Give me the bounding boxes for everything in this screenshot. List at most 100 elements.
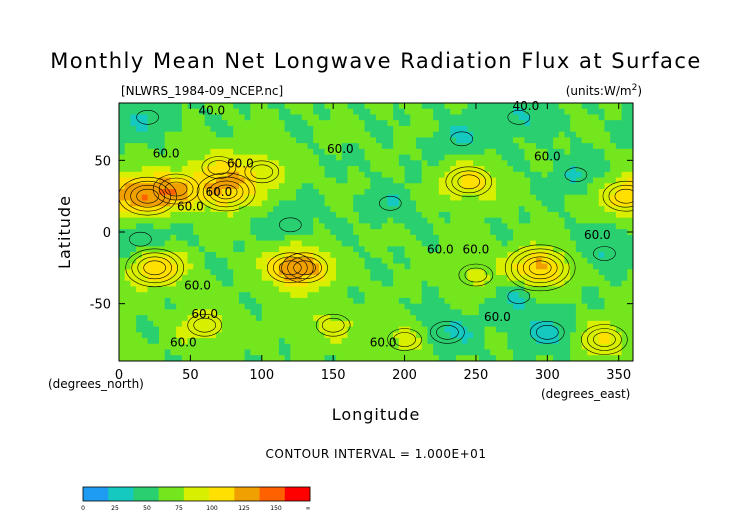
heatmap-cell [518, 297, 526, 305]
heatmap-cell [198, 189, 206, 196]
heatmap-cell [318, 332, 326, 339]
heatmap-cell [244, 280, 251, 288]
heatmap-cell [296, 309, 303, 316]
heatmap-cell [427, 189, 434, 196]
heatmap-cell [570, 269, 577, 276]
contour-label: 60.0 [184, 278, 211, 292]
heatmap-cell [318, 114, 326, 121]
heatmap-cell [593, 320, 600, 328]
heatmap-cell [330, 217, 337, 224]
heatmap-cell [147, 114, 154, 121]
heatmap-cell [353, 315, 360, 322]
heatmap-cell [358, 183, 366, 190]
heatmap-cell [398, 320, 406, 328]
heatmap-cell [176, 286, 183, 293]
heatmap-cell [581, 349, 588, 356]
heatmap-cell [341, 252, 349, 259]
heatmap-cell [119, 200, 126, 207]
heatmap-cell [273, 183, 280, 190]
heatmap-cell [615, 166, 623, 173]
heatmap-cell [364, 343, 371, 351]
heatmap-cell [250, 148, 257, 156]
heatmap-cell [301, 338, 309, 345]
heatmap-cell [433, 280, 440, 288]
heatmap-cell [490, 309, 497, 316]
heatmap-cell [404, 246, 411, 253]
heatmap-cell [250, 355, 257, 361]
heatmap-cell [153, 309, 160, 316]
heatmap-cell [410, 154, 417, 161]
heatmap-cell [535, 234, 543, 242]
heatmap-cell [495, 131, 503, 138]
contour-line [201, 156, 237, 179]
heatmap-cell [438, 189, 446, 196]
heatmap-cell [530, 114, 537, 121]
heatmap-cell [170, 343, 177, 351]
heatmap-cell [267, 160, 274, 167]
heatmap-cell [290, 269, 297, 276]
heatmap-cell [501, 194, 508, 202]
heatmap-cell [261, 309, 269, 316]
heatmap-cell [570, 326, 577, 333]
heatmap-cell [467, 194, 474, 202]
heatmap-cell [478, 240, 486, 247]
heatmap-cell [507, 103, 514, 110]
heatmap-cell [433, 223, 440, 230]
heatmap-cell [284, 315, 291, 322]
heatmap-cell [530, 217, 537, 224]
heatmap-cell [256, 166, 263, 173]
heatmap-cell [473, 320, 480, 328]
contour-line [207, 160, 231, 175]
heatmap-cell [147, 286, 154, 293]
heatmap-cell [347, 355, 354, 361]
heatmap-cell [290, 315, 297, 322]
contour-line [278, 260, 302, 276]
heatmap-cell [433, 154, 440, 161]
heatmap-cell [387, 269, 394, 276]
heatmap-cell [421, 303, 428, 310]
heatmap-cell [341, 160, 349, 167]
heatmap-cell [336, 223, 343, 230]
heatmap-cell [130, 315, 137, 322]
heatmap-cell [467, 148, 474, 156]
heatmap-cell [216, 303, 223, 310]
heatmap-cell [158, 217, 166, 224]
heatmap-cell [353, 189, 360, 196]
heatmap-cell [587, 120, 594, 127]
heatmap-cell [433, 343, 440, 351]
heatmap-cell [227, 229, 234, 236]
heatmap-cell [301, 349, 309, 356]
heatmap-cell [564, 338, 571, 345]
heatmap-cell [170, 120, 177, 127]
x-axis-label: Longitude [332, 405, 421, 424]
heatmap-cell [621, 166, 628, 173]
heatmap-cell [187, 217, 194, 224]
heatmap-cell [313, 125, 320, 133]
heatmap-cell [381, 194, 389, 202]
heatmap-cell [495, 217, 503, 224]
heatmap-cell [621, 211, 628, 219]
heatmap-cell [244, 148, 251, 156]
heatmap-cell [547, 257, 554, 265]
heatmap-cell [490, 275, 497, 282]
heatmap-cell [627, 206, 633, 213]
heatmap-cell [387, 223, 394, 230]
heatmap-cell [147, 309, 154, 316]
heatmap-cell [273, 252, 280, 259]
heatmap-cell [450, 343, 457, 351]
heatmap-cell [404, 332, 411, 339]
heatmap-cell [564, 223, 571, 230]
heatmap-cell [581, 211, 588, 219]
heatmap-cell [210, 240, 217, 247]
heatmap-cell [244, 332, 251, 339]
heatmap-cell [204, 114, 211, 121]
heatmap-cell [216, 315, 223, 322]
heatmap-cell [507, 217, 514, 224]
heatmap-cell [256, 303, 263, 310]
heatmap-cell [221, 263, 229, 270]
heatmap-cell [164, 211, 171, 219]
heatmap-cell [564, 297, 571, 305]
heatmap-cell [558, 229, 566, 236]
heatmap-cell [364, 143, 371, 150]
heatmap-cell [393, 114, 400, 121]
